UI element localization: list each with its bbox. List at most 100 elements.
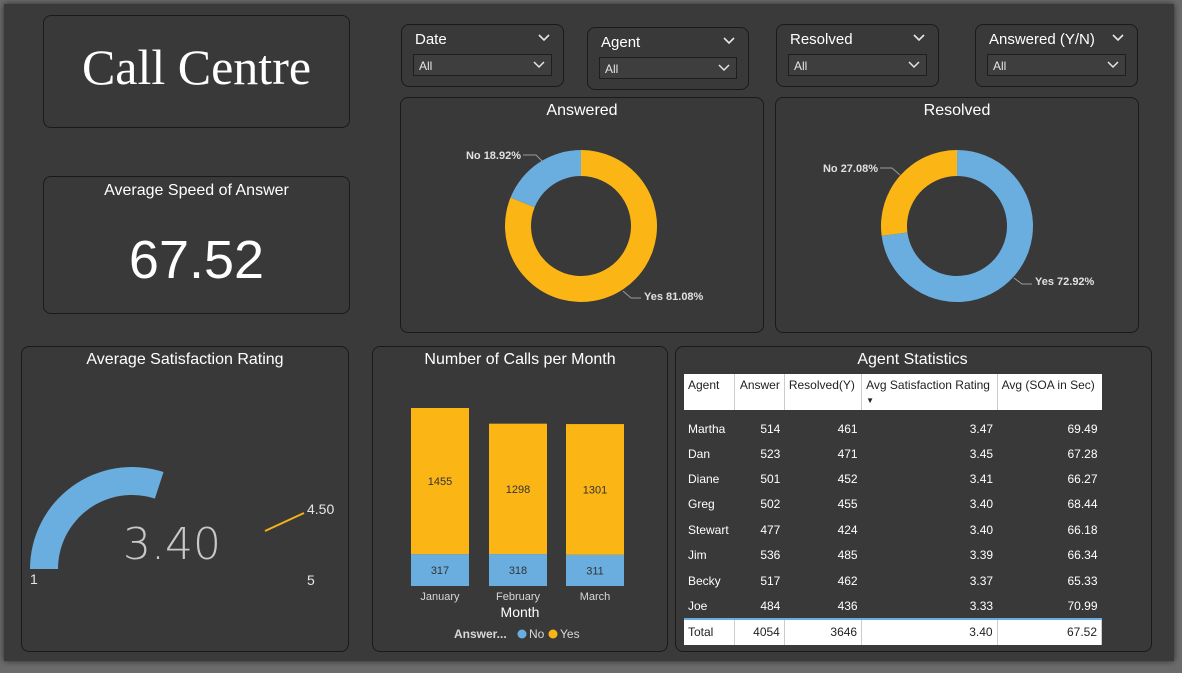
- slicer-answered-select[interactable]: All: [987, 54, 1126, 76]
- slicer-answered-label: Answered (Y/N): [989, 31, 1095, 48]
- legend-label[interactable]: No: [529, 627, 545, 641]
- x-tick-label: February: [496, 591, 541, 603]
- cell-answer: 517: [760, 573, 781, 588]
- slicer-resolved[interactable]: Resolved All: [776, 24, 939, 87]
- cell-avg-soa: 68.44: [1067, 497, 1098, 512]
- bar-segment[interactable]: [489, 554, 547, 586]
- cell-resolved: 455: [837, 497, 858, 512]
- cell-agent: Greg: [688, 497, 715, 512]
- column-header-resolved[interactable]: Resolved(Y): [784, 374, 863, 410]
- bar-segment[interactable]: [411, 408, 469, 555]
- gauge-fill: [30, 467, 164, 569]
- answered-card: Answered No 18.92% Yes 81.08%: [400, 97, 764, 333]
- cell-agent: Diane: [688, 472, 720, 487]
- cell-agent: Martha: [688, 421, 726, 436]
- gauge-min-label: 1: [30, 571, 38, 587]
- cell-resolved: 485: [837, 548, 858, 563]
- cell-answer: 501: [760, 472, 781, 487]
- donut-leader-line: [523, 154, 544, 163]
- cell-answer: 536: [760, 548, 781, 563]
- table-total-row: Total 4054 3646 3.40 67.52: [684, 617, 1103, 645]
- slicer-answered-value: All: [993, 59, 1007, 73]
- table-row[interactable]: Jim 536 485 3.39 66.34: [684, 543, 1102, 568]
- agent-stats-card: Agent Statistics Agent Answer Resolved(Y…: [675, 346, 1152, 652]
- cell-agent: Jim: [688, 548, 707, 563]
- column-header-avg-satisfaction[interactable]: Avg Satisfaction Rating ▼: [861, 374, 998, 410]
- column-header-avg-soa[interactable]: Avg (SOA in Sec): [997, 374, 1102, 410]
- donut-leader-line: [1013, 277, 1032, 285]
- cell-avg-soa: 70.99: [1067, 598, 1098, 613]
- slicer-agent-value: All: [605, 62, 619, 76]
- x-tick-label: January: [420, 591, 460, 603]
- gauge-value: 3.40: [123, 519, 221, 570]
- table-row[interactable]: Joe 484 436 3.33 70.99: [684, 593, 1102, 618]
- chevron-down-icon[interactable]: [912, 33, 926, 43]
- slicer-date-label: Date: [415, 31, 447, 48]
- table-row[interactable]: Martha 514 461 3.47 69.49: [684, 410, 1102, 441]
- donut-data-label: Yes 81.08%: [644, 291, 704, 303]
- cell-avg-satisfaction: 3.33: [969, 598, 994, 613]
- total-cell-resolved: 3646: [784, 617, 863, 645]
- cell-avg-soa: 67.28: [1067, 446, 1098, 461]
- cell-avg-satisfaction: 3.40: [969, 497, 994, 512]
- bar-segment[interactable]: [411, 554, 469, 586]
- cell-answer: 477: [760, 522, 781, 537]
- slicer-resolved-select[interactable]: All: [788, 54, 927, 76]
- agent-stats-title: Agent Statistics: [857, 351, 968, 368]
- sort-desc-icon: ▼: [866, 396, 875, 405]
- slicer-answered[interactable]: Answered (Y/N) All: [975, 24, 1138, 87]
- legend-marker[interactable]: [517, 629, 527, 639]
- total-cell-avg-satisfaction: 3.40: [861, 617, 998, 645]
- cell-avg-satisfaction: 3.45: [969, 446, 994, 461]
- donut-slice[interactable]: [505, 150, 657, 302]
- chevron-down-icon[interactable]: [722, 36, 736, 46]
- avg-speed-card: Average Speed of Answer 67.52: [43, 176, 350, 314]
- donut-slice[interactable]: [881, 150, 957, 236]
- chevron-down-icon: [718, 64, 730, 72]
- legend-label[interactable]: Yes: [560, 627, 580, 641]
- cell-answer: 484: [760, 598, 781, 613]
- bar-segment[interactable]: [566, 424, 624, 555]
- total-cell-agent: Total: [684, 617, 735, 645]
- slicer-agent[interactable]: Agent All: [587, 27, 749, 90]
- table-row[interactable]: Stewart 477 424 3.40 66.18: [684, 517, 1102, 542]
- chevron-down-icon: [533, 61, 545, 69]
- total-cell-answer: 4054: [734, 617, 785, 645]
- satisfaction-gauge: 4.50 1 5 3.40: [30, 467, 334, 588]
- x-axis-title: Month: [501, 604, 540, 620]
- bar-segment[interactable]: [566, 554, 624, 586]
- table-row[interactable]: Becky 517 462 3.37 65.33: [684, 568, 1102, 593]
- bar-data-label: 1298: [506, 484, 530, 496]
- slicer-date[interactable]: Date All: [401, 24, 564, 87]
- donut-slice[interactable]: [510, 150, 581, 208]
- cell-avg-soa: 69.49: [1067, 421, 1098, 436]
- calls-per-month-card: Number of Calls per Month 317 1455 January…: [372, 346, 668, 652]
- dashboard-canvas: Call Centre Average Speed of Answer 67.5…: [4, 4, 1174, 661]
- donut-data-label: Yes 72.92%: [1035, 276, 1095, 288]
- cell-answer: 502: [760, 497, 781, 512]
- bar-segment[interactable]: [489, 423, 547, 555]
- legend-marker[interactable]: [548, 629, 558, 639]
- slicer-date-select[interactable]: All: [413, 54, 552, 76]
- chevron-down-icon[interactable]: [1111, 33, 1125, 43]
- donut-slice[interactable]: [881, 150, 1033, 302]
- cell-agent: Joe: [688, 598, 708, 613]
- column-header-answer[interactable]: Answer: [734, 374, 785, 410]
- table-row[interactable]: Dan 523 471 3.45 67.28: [684, 441, 1102, 466]
- cell-avg-soa: 66.27: [1067, 472, 1098, 487]
- chevron-down-icon: [908, 61, 920, 69]
- table-row[interactable]: Diane 501 452 3.41 66.27: [684, 466, 1102, 491]
- cell-avg-soa: 66.34: [1067, 548, 1098, 563]
- column-header-agent[interactable]: Agent: [684, 374, 735, 410]
- slicer-date-value: All: [419, 59, 433, 73]
- table-row[interactable]: Greg 502 455 3.40 68.44: [684, 492, 1102, 517]
- x-tick-label: March: [580, 591, 611, 603]
- slicer-agent-select[interactable]: All: [599, 57, 737, 79]
- avg-speed-title: Average Speed of Answer: [104, 182, 289, 199]
- table-header-row: Agent Answer Resolved(Y) Avg Satisfactio…: [684, 374, 1102, 410]
- donut-data-label: No 18.92%: [466, 150, 521, 162]
- calls-per-month-title: Number of Calls per Month: [424, 351, 616, 368]
- chevron-down-icon[interactable]: [537, 33, 551, 43]
- cell-avg-soa: 66.18: [1067, 522, 1098, 537]
- cell-resolved: 452: [837, 472, 858, 487]
